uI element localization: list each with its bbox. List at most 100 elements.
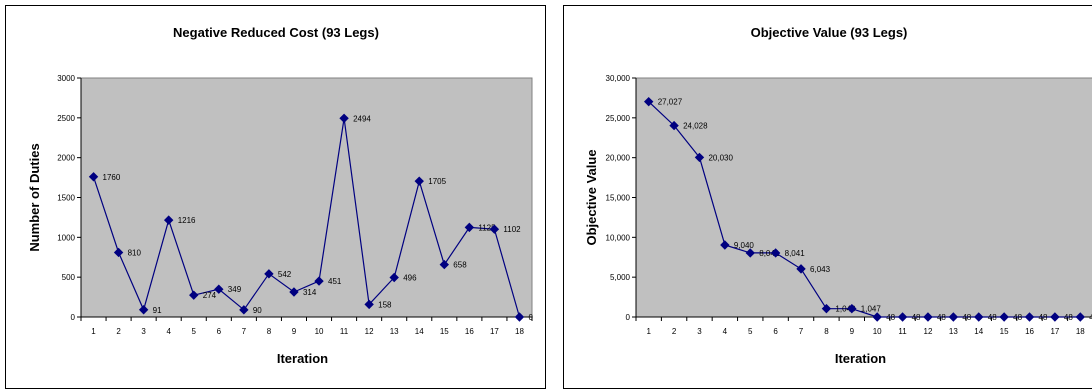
x-tick-label: 6 (773, 327, 778, 336)
data-label: 158 (378, 300, 392, 309)
data-label: 810 (128, 248, 142, 257)
x-tick-label: 7 (242, 327, 247, 336)
data-label: 1102 (503, 225, 521, 234)
data-point-marker (923, 312, 933, 322)
x-axis-label: Iteration (835, 351, 886, 366)
data-point-marker (1075, 312, 1086, 322)
data-point-marker (189, 290, 199, 300)
data-point-marker (489, 224, 500, 234)
data-label: 1760 (103, 173, 121, 182)
y-tick-label: 2500 (57, 114, 75, 123)
data-point-marker (138, 305, 149, 315)
data-point-marker (214, 284, 224, 294)
data-label: 20,030 (708, 153, 733, 162)
x-tick-label: 8 (267, 327, 272, 336)
data-label: 48 (912, 313, 921, 322)
data-label: 1,048 (835, 305, 856, 314)
data-point-marker (289, 287, 299, 297)
y-tick-label: 500 (62, 273, 76, 282)
data-point-marker (88, 172, 99, 182)
data-label: 48 (886, 313, 895, 322)
x-tick-label: 12 (365, 327, 374, 336)
data-label: 48 (962, 313, 971, 322)
x-tick-label: 6 (217, 327, 222, 336)
x-tick-label: 3 (697, 327, 702, 336)
chart-negative-reduced-cost: Negative Reduced Cost (93 Legs) 0 500 1000 1… (27, 25, 533, 366)
data-label: 349 (228, 285, 242, 294)
data-label: 1216 (178, 216, 196, 225)
x-tick-label: 17 (490, 327, 499, 336)
x-tick-label: 16 (465, 327, 474, 336)
data-point-marker (314, 276, 324, 286)
x-tick-label: 1 (91, 327, 96, 336)
y-tick-label: 2000 (57, 154, 75, 163)
y-axis-label: Number of Duties (27, 143, 42, 251)
y-tick-label: 3000 (57, 74, 75, 83)
data-label: 90 (253, 306, 262, 315)
data-label: 48 (1064, 313, 1073, 322)
x-tick-label: 16 (1025, 327, 1034, 336)
data-point-marker (514, 312, 525, 322)
x-tick-label: 7 (799, 327, 804, 336)
data-label: 24,028 (683, 122, 708, 131)
data-label: 91 (153, 306, 162, 315)
data-point-marker (163, 215, 174, 225)
data-label: 48 (988, 313, 997, 322)
plot-area (635, 77, 1092, 318)
y-tick-label: 5,000 (610, 273, 631, 282)
data-point-marker (643, 96, 654, 107)
data-point-marker (1024, 312, 1035, 322)
chart-title: Objective Value (93 Legs) (751, 25, 908, 40)
data-point-marker (439, 259, 450, 270)
x-tick-label: 2 (672, 327, 677, 336)
data-label: 451 (328, 277, 342, 286)
x-tick-label: 5 (748, 327, 753, 336)
x-tick-label: 4 (166, 327, 171, 336)
data-label: 27,027 (658, 98, 683, 107)
x-tick-label: 18 (515, 327, 524, 336)
x-tick-label: 13 (949, 327, 958, 336)
x-tick-label: 10 (873, 327, 882, 336)
data-point-marker (821, 303, 832, 314)
x-tick-label: 2 (116, 327, 121, 336)
data-point-marker (796, 264, 806, 274)
x-tick-label: 3 (141, 327, 146, 336)
data-label: 314 (303, 288, 317, 297)
chart-title: Negative Reduced Cost (93 Legs) (173, 25, 379, 40)
y-tick-label: 20,000 (606, 154, 631, 163)
series-line (92, 118, 521, 318)
data-point-marker (720, 240, 730, 250)
x-tick-label: 5 (192, 327, 197, 336)
x-tick-label: 15 (1000, 327, 1009, 336)
y-tick-label: 15,000 (606, 194, 631, 203)
data-label: 496 (403, 273, 417, 282)
data-label: 1705 (428, 177, 446, 186)
x-tick-label: 10 (315, 327, 324, 336)
y-tick-label: 30,000 (606, 74, 631, 83)
data-point-marker (464, 222, 475, 233)
data-label: 48 (1039, 313, 1048, 322)
x-tick-label: 13 (390, 327, 399, 336)
data-label: 1125 (478, 223, 496, 232)
chart-objective-value: Objective Value (93 Legs) 0 5,000 10,000 15,… (584, 25, 1092, 366)
x-tick-label: 9 (292, 327, 297, 336)
y-tick-label: 1000 (57, 233, 75, 242)
data-point-marker (113, 247, 124, 258)
y-tick-label: 10,000 (606, 233, 631, 242)
y-tick-label: 0 (71, 313, 76, 322)
plot-area (80, 77, 533, 318)
x-tick-label: 12 (924, 327, 933, 336)
data-point-marker (770, 248, 781, 258)
y-tick-label: 25,000 (606, 114, 631, 123)
data-point-marker (974, 312, 984, 322)
data-label: 6,043 (810, 265, 831, 274)
data-label: 2494 (353, 114, 371, 123)
data-point-marker (694, 152, 705, 163)
data-point-marker (999, 312, 1009, 322)
data-point-marker (1050, 312, 1060, 322)
data-point-marker (897, 312, 908, 322)
y-tick-label: 1500 (57, 194, 75, 203)
data-point-marker (847, 303, 857, 314)
data-label: 274 (203, 291, 217, 300)
x-tick-label: 9 (850, 327, 855, 336)
